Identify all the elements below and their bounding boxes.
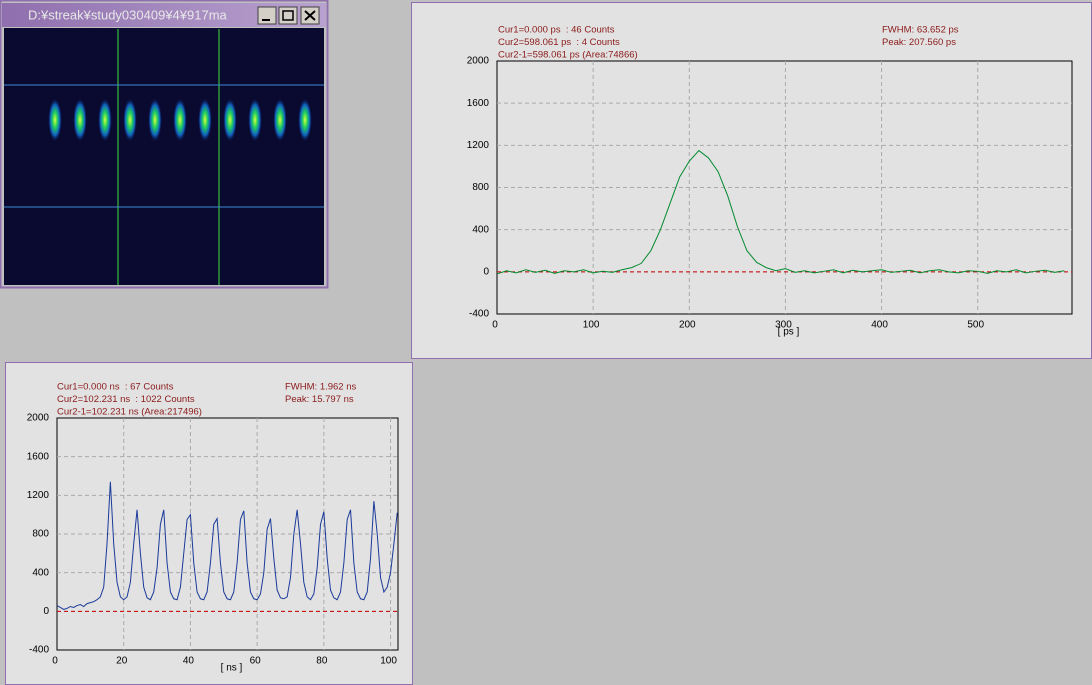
y-tick-label: 1200 [467, 140, 490, 151]
x-axis-label: [ ns ] [221, 663, 243, 674]
y-tick-label: -400 [469, 309, 489, 320]
blob [98, 98, 112, 142]
x-axis-label: [ ps ] [778, 327, 800, 338]
x-tick-label: 0 [492, 320, 498, 331]
x-tick-label: 100 [380, 656, 397, 667]
window-buttons[interactable] [258, 7, 319, 24]
peak-info: Peak: 207.560 ps [882, 37, 956, 48]
blob [148, 98, 162, 142]
cursor-info: Cur2-1=102.231 ns (Area:217496) [57, 407, 202, 418]
x-tick-label: 400 [871, 320, 888, 331]
y-tick-label: 800 [472, 182, 489, 193]
blob [123, 98, 137, 142]
cursor-info: Cur1=0.000 ps : 46 Counts [498, 25, 615, 36]
streak-image [4, 28, 324, 285]
blob [298, 98, 312, 142]
x-tick-label: 200 [679, 320, 696, 331]
blob [273, 98, 287, 142]
x-tick-label: 0 [52, 656, 58, 667]
cursor-info: Cur2=102.231 ns : 1022 Counts [57, 394, 195, 405]
peak-info: Peak: 15.797 ns [285, 394, 354, 405]
y-tick-label: 1600 [467, 98, 490, 109]
blob [198, 98, 212, 142]
y-tick-label: 800 [32, 529, 49, 540]
peak-info: FWHM: 1.962 ns [285, 382, 357, 393]
y-tick-label: 400 [472, 224, 489, 235]
cursor-info: Cur1=0.000 ns : 67 Counts [57, 382, 174, 393]
blob [73, 98, 87, 142]
x-tick-label: 80 [316, 656, 328, 667]
x-tick-label: 500 [967, 320, 984, 331]
blob [173, 98, 187, 142]
blob [223, 98, 237, 142]
y-tick-label: 0 [483, 266, 489, 277]
window-title: D:¥streak¥study030409¥4¥917ma [28, 7, 228, 22]
x-tick-label: 100 [583, 320, 600, 331]
y-tick-label: 2000 [27, 413, 50, 424]
peak-info: FWHM: 63.652 ps [882, 25, 959, 36]
cursor-info: Cur2-1=598.061 ps (Area:74866) [498, 50, 638, 61]
y-tick-label: -400 [29, 645, 49, 656]
y-tick-label: 2000 [467, 56, 490, 67]
y-tick-label: 0 [43, 606, 49, 617]
x-tick-label: 40 [183, 656, 195, 667]
y-tick-label: 1200 [27, 490, 50, 501]
y-tick-label: 400 [32, 567, 49, 578]
x-tick-label: 60 [250, 656, 262, 667]
maximize-button[interactable] [279, 7, 297, 24]
minimize-button[interactable] [258, 7, 276, 24]
x-tick-label: 20 [116, 656, 128, 667]
blob [248, 98, 262, 142]
y-tick-label: 1600 [27, 451, 50, 462]
cursor-info: Cur2=598.061 ps : 4 Counts [498, 37, 620, 48]
blob [48, 98, 62, 142]
